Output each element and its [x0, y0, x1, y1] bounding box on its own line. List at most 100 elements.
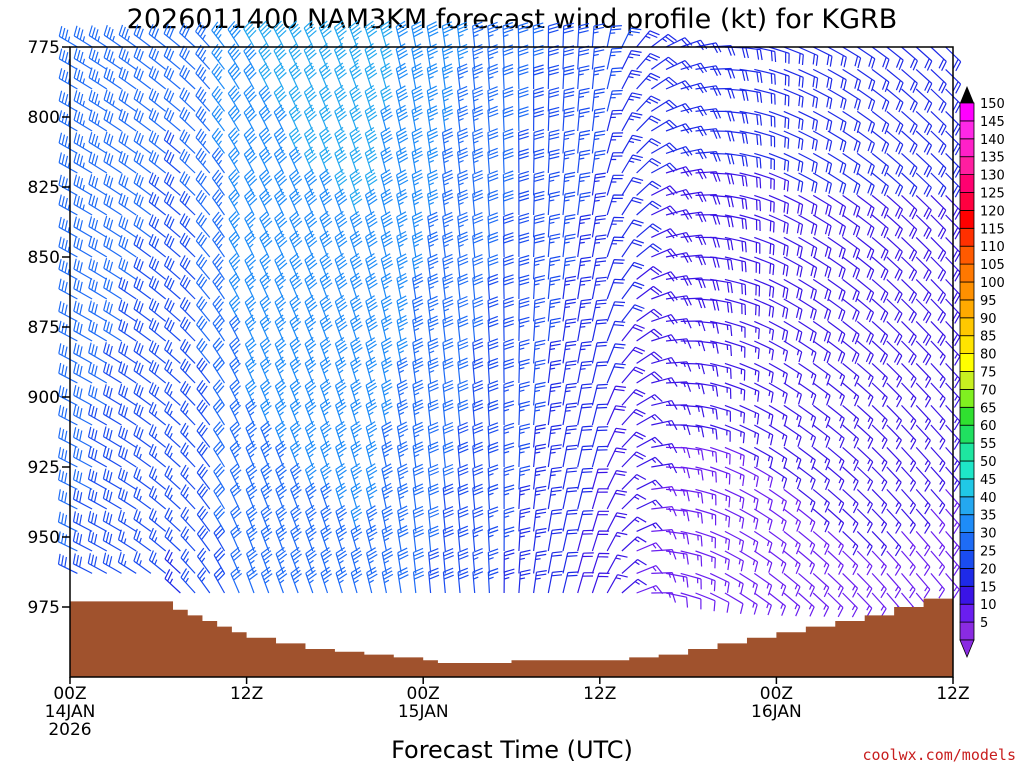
wind-barb: [827, 530, 844, 556]
wind-barb: [930, 424, 946, 450]
wind-barb: [472, 105, 484, 132]
wind-barb: [606, 405, 627, 426]
wind-barb: [502, 170, 514, 196]
wind-barb: [163, 88, 181, 112]
wind-barb: [724, 530, 745, 552]
wind-barb: [606, 512, 628, 532]
wind-barb: [487, 380, 499, 406]
wind-barb: [487, 422, 499, 448]
wind-barb: [133, 467, 152, 490]
wind-barb: [72, 469, 93, 490]
wind-barb: [487, 254, 499, 280]
wind-barb: [274, 378, 287, 406]
wind-barb: [886, 446, 902, 472]
wind-barb: [335, 524, 348, 552]
wind-barb: [364, 169, 378, 196]
wind-barb: [842, 530, 859, 556]
wind-barb: [812, 46, 833, 67]
wind-barb: [768, 172, 790, 192]
wind-barb: [180, 422, 196, 448]
wind-barb: [856, 214, 875, 238]
wind-barb: [724, 382, 746, 401]
wind-barb: [487, 399, 499, 426]
colorbar-swatch: [959, 138, 975, 158]
wind-barb: [179, 316, 196, 342]
colorbar-label: 100: [980, 276, 1005, 291]
wind-barb: [710, 278, 733, 294]
wind-barb: [518, 527, 531, 552]
wind-barb: [472, 506, 484, 532]
colorbar-swatch: [959, 406, 975, 426]
wind-barb: [88, 89, 108, 112]
wind-barb: [259, 294, 272, 322]
wind-barb: [783, 172, 804, 193]
wind-barb: [87, 468, 108, 490]
colorbar-swatch: [959, 245, 975, 265]
wind-barb: [724, 446, 745, 467]
wind-barb: [273, 62, 287, 90]
wind-barb: [930, 466, 946, 492]
wind-barb: [636, 542, 664, 552]
wind-barb: [842, 488, 859, 514]
wind-barb: [798, 152, 818, 174]
wind-barb: [196, 338, 211, 364]
wind-barb: [196, 505, 211, 532]
wind-barb: [365, 356, 378, 384]
wind-barb: [457, 105, 469, 132]
wind-barb: [259, 378, 272, 406]
wind-barb: [547, 64, 560, 90]
wind-barb: [290, 524, 302, 552]
wind-barb: [381, 421, 393, 448]
wind-barb: [148, 191, 167, 216]
wind-barb: [606, 216, 625, 238]
wind-barb: [229, 379, 242, 406]
wind-barb: [244, 211, 256, 238]
wind-barb: [180, 526, 196, 552]
wind-barb: [783, 298, 803, 320]
wind-barb: [710, 236, 734, 251]
wind-barb: [412, 379, 424, 406]
wind-barb: [380, 169, 393, 196]
wind-barb: [275, 524, 288, 552]
wind-barb: [827, 446, 845, 471]
wind-barb: [842, 298, 860, 322]
wind-barb: [275, 546, 288, 574]
wind-barb: [856, 572, 873, 598]
wind-barb: [364, 127, 378, 154]
wind-barb: [472, 128, 484, 154]
wind-barb: [58, 447, 78, 468]
wind-barb: [886, 488, 902, 515]
wind-barb: [724, 340, 746, 358]
wind-barb: [364, 62, 378, 90]
wind-barb: [88, 151, 108, 174]
wind-barb: [243, 85, 257, 112]
wind-barb: [547, 402, 562, 426]
wind-barb: [180, 548, 196, 574]
wind-barb: [179, 380, 196, 406]
wind-barb: [397, 483, 409, 510]
wind-barb: [163, 65, 181, 90]
wind-barb: [901, 340, 917, 366]
wind-barb: [245, 440, 258, 468]
wind-barb: [533, 466, 547, 490]
wind-barb: [58, 489, 78, 510]
wind-barb: [930, 362, 946, 389]
wind-barb: [768, 550, 787, 574]
colorbar-label: 120: [980, 204, 1005, 219]
wind-barb: [666, 424, 691, 436]
wind-barb: [636, 308, 663, 322]
wind-barb: [768, 592, 787, 616]
wind-barb: [457, 525, 469, 552]
wind-barb: [695, 128, 721, 139]
wind-barb: [930, 256, 947, 282]
wind-barb: [783, 320, 803, 343]
wind-barb: [533, 64, 544, 89]
wind-barb: [930, 278, 947, 304]
wind-barb: [577, 129, 591, 154]
wind-barb: [427, 483, 440, 510]
wind-barb: [88, 109, 108, 132]
wind-barb: [665, 295, 692, 306]
wind-barb: [472, 422, 484, 448]
wind-barb: [798, 488, 816, 513]
wind-barb: [842, 68, 862, 91]
